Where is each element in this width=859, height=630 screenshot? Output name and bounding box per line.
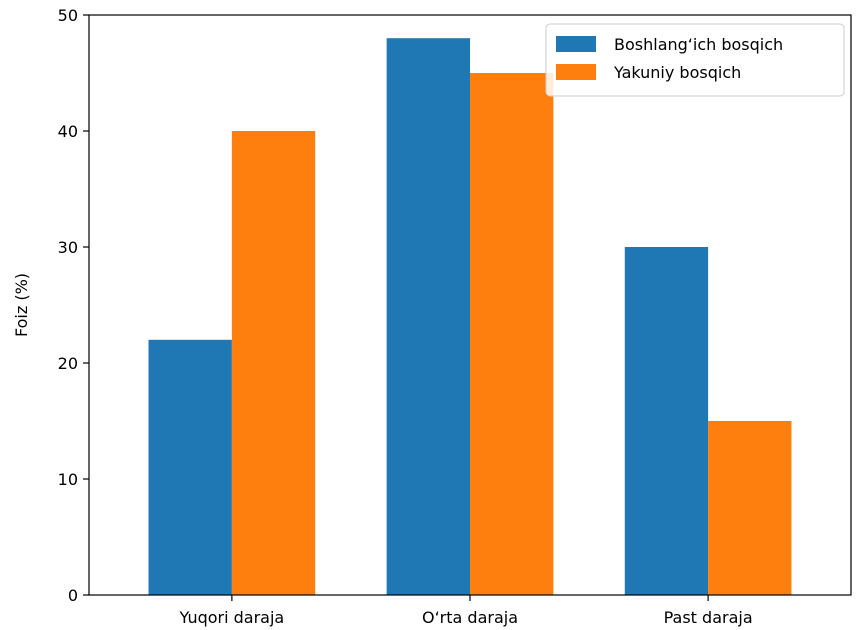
y-tick-label: 50 [58,6,78,25]
bar-series-1-cat-2 [386,38,470,595]
y-tick-label: 20 [58,354,78,373]
x-tick-label: Past daraja [664,608,753,627]
y-tick-label: 0 [68,586,78,605]
x-tick-label: Yuqori daraja [179,608,285,627]
bar-series-1-cat-1 [148,339,232,595]
bar-series-2-cat-3 [708,421,792,595]
bar-series-2-cat-2 [470,73,554,595]
x-tick-label: O‘rta daraja [422,608,518,627]
y-axis: 0 10 20 30 40 50 [58,6,89,605]
bar-series-1-cat-3 [624,247,709,595]
legend-swatch-1 [556,36,596,52]
y-tick-label: 40 [58,122,78,141]
legend-box [545,23,845,97]
y-axis-label: Foiz (%) [12,273,31,337]
bars-group [148,38,792,595]
x-axis: Yuqori daraja O‘rta daraja Past daraja [179,595,753,627]
legend-swatch-2 [556,64,596,80]
legend: Boshlang‘ich bosqich Yakuniy bosqich [545,23,845,97]
legend-label-2: Yakuniy bosqich [613,63,741,82]
y-tick-label: 10 [58,470,78,489]
legend-label-1: Boshlang‘ich bosqich [614,35,783,54]
y-tick-label: 30 [58,238,78,257]
bar-series-2-cat-1 [231,131,316,595]
